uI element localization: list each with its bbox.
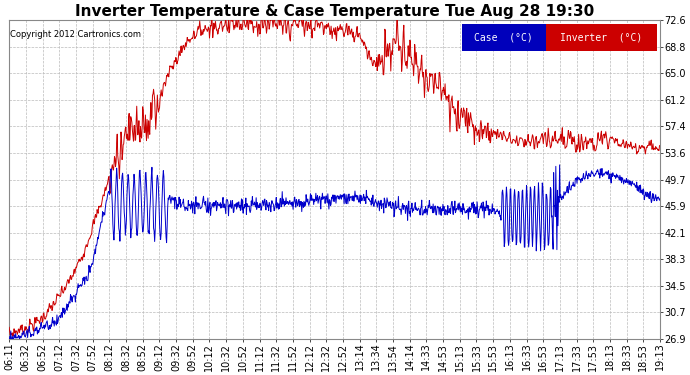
Title: Inverter Temperature & Case Temperature Tue Aug 28 19:30: Inverter Temperature & Case Temperature …: [75, 4, 594, 19]
FancyBboxPatch shape: [546, 24, 657, 51]
Text: Inverter  (°C): Inverter (°C): [560, 32, 642, 42]
Text: Copyright 2012 Cartronics.com: Copyright 2012 Cartronics.com: [10, 30, 141, 39]
Text: Case  (°C): Case (°C): [475, 32, 533, 42]
FancyBboxPatch shape: [462, 24, 546, 51]
